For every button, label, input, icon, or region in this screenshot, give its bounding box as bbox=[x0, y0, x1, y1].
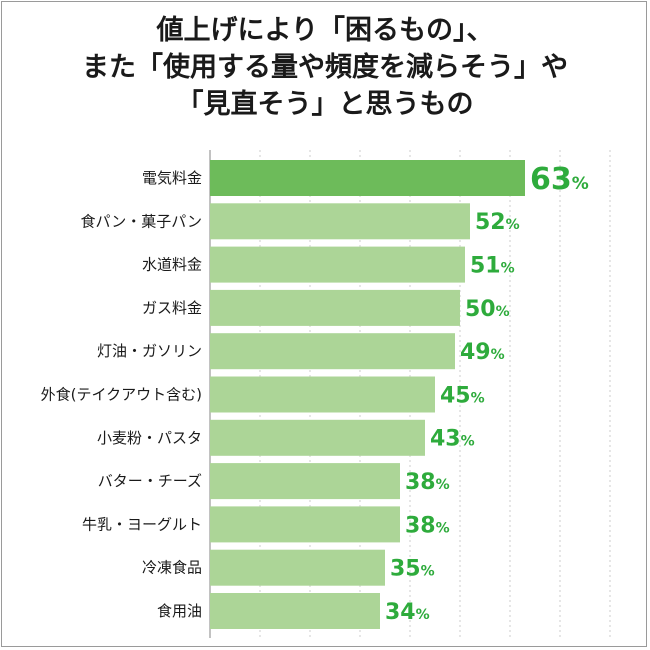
category-label: 食用油 bbox=[157, 602, 202, 620]
title-line-2: また「使用する量や頻度を減らそう」や bbox=[82, 52, 568, 83]
category-label: 灯油・ガソリン bbox=[97, 342, 202, 360]
bar bbox=[210, 593, 380, 629]
bar bbox=[210, 549, 385, 586]
value-label: 51% bbox=[470, 254, 515, 279]
value-label: 38% bbox=[405, 470, 450, 495]
chart-title: 値上げにより「困るもの」、 また「使用する量や頻度を減らそう」や 「見直そう」と… bbox=[0, 12, 650, 123]
category-label: ガス料金 bbox=[142, 299, 202, 317]
title-line-1: 値上げにより「困るもの」、 bbox=[156, 15, 494, 46]
bar bbox=[210, 463, 400, 500]
category-label: 外食(テイクアウト含む) bbox=[41, 386, 202, 404]
value-label: 38% bbox=[405, 513, 450, 538]
bar bbox=[210, 160, 525, 196]
bar bbox=[210, 506, 400, 543]
category-label: 小麦粉・パスタ bbox=[97, 429, 202, 447]
category-label: 食パン・菓子パン bbox=[80, 212, 202, 230]
bar bbox=[210, 419, 425, 456]
category-label: 水道料金 bbox=[142, 256, 202, 274]
category-label: 牛乳・ヨーグルト bbox=[82, 515, 202, 533]
bar bbox=[210, 376, 435, 413]
value-label: 50% bbox=[465, 297, 510, 322]
value-label: 52% bbox=[475, 210, 520, 235]
category-label: 電気料金 bbox=[142, 169, 202, 187]
title-line-3: 「見直そう」と思うもの bbox=[176, 89, 474, 120]
value-label: 43% bbox=[430, 427, 475, 452]
value-label: 45% bbox=[440, 383, 485, 408]
value-label: 34% bbox=[385, 600, 430, 625]
bar bbox=[210, 203, 470, 240]
value-label: 49% bbox=[460, 340, 505, 365]
bar bbox=[210, 246, 465, 283]
category-label: バター・チーズ bbox=[98, 472, 202, 490]
value-label: 35% bbox=[390, 557, 435, 582]
bar bbox=[210, 333, 455, 370]
category-label: 冷凍食品 bbox=[142, 559, 202, 577]
bar bbox=[210, 289, 460, 326]
value-label: 63% bbox=[530, 162, 589, 197]
